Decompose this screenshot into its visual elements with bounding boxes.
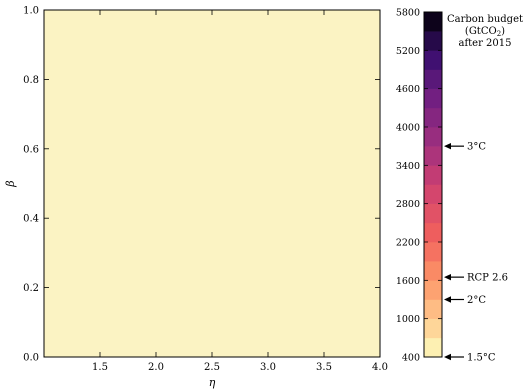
- colorbar-level: [424, 318, 442, 339]
- x-tick-label: 3.0: [260, 362, 276, 373]
- colorbar-level: [424, 299, 442, 319]
- x-tick-label: 3.5: [316, 362, 332, 373]
- y-axis-title: β: [4, 180, 17, 187]
- colorbar-level: [424, 31, 442, 51]
- annotation-label: 2°C: [467, 295, 486, 306]
- colorbar-title-line-1: Carbon budget: [447, 14, 523, 25]
- annotation-arrow-head: [444, 353, 451, 361]
- colorbar-title-subscript: 2: [497, 30, 501, 38]
- y-tick-label: 0.4: [23, 214, 39, 225]
- colorbar-level: [424, 146, 442, 166]
- colorbar-level: [424, 261, 442, 281]
- annotation-arrow-head: [444, 296, 451, 303]
- colorbar-level: [424, 88, 442, 109]
- colorbar-tick-label: 1600: [396, 276, 420, 287]
- colorbar-level: [424, 165, 442, 185]
- x-tick-label: 1.5: [92, 362, 108, 373]
- colorbar-title-line-2: (GtCO2): [465, 26, 505, 38]
- colorbar-tick-label: 5200: [396, 46, 420, 57]
- colorbar-tick-label: 400: [402, 353, 420, 364]
- annotation-label: 1.5°C: [467, 353, 496, 364]
- colorbar-frame: [423, 11, 443, 358]
- y-tick-label: 1.0: [23, 6, 39, 17]
- colorbar-tick-label: 2200: [396, 238, 420, 249]
- colorbar-tick-label: 1000: [396, 314, 420, 325]
- colorbar-level: [424, 242, 442, 262]
- x-tick-label: 4.0: [372, 362, 388, 373]
- y-tick-label: 0.8: [23, 75, 39, 86]
- colorbar-level: [424, 203, 442, 224]
- colorbar-tick-label: 3400: [396, 161, 420, 172]
- heatmap-field: [44, 10, 380, 357]
- annotation-label: RCP 2.6: [467, 273, 508, 284]
- colorbar-level: [424, 184, 442, 204]
- colorbar-level: [424, 222, 442, 243]
- x-tick-label: 2.0: [148, 362, 164, 373]
- x-axis-title: η: [209, 376, 216, 389]
- colorbar-title-unit-close: ): [501, 26, 505, 37]
- annotation-label: 3°C: [467, 142, 486, 153]
- colorbar-tick-label: 4600: [396, 84, 420, 95]
- annotation-arrow-head: [444, 142, 451, 150]
- colorbar: 400 1000 1600 2200 2800 3400 4000 4600 5200 5800 C…: [396, 8, 523, 364]
- colorbar-level: [424, 337, 442, 358]
- colorbar-title-unit: (GtCO: [465, 26, 497, 37]
- colorbar-level: [424, 280, 442, 300]
- heatmap-plot: 1.5 2.0 2.5 3.0 3.5 4.0 0.0 0.2 0.4 0.6 0.8 1.0 η β: [4, 6, 388, 390]
- plot-frame: [43, 9, 381, 358]
- colorbar-level: [424, 127, 442, 147]
- colorbar-tick-label: 2800: [396, 199, 420, 210]
- y-tick-label: 0.0: [23, 353, 39, 364]
- colorbar-tick-label: 5800: [396, 8, 420, 19]
- colorbar-tick-label: 4000: [396, 123, 420, 134]
- colorbar-level: [424, 12, 442, 32]
- y-tick-label: 0.2: [23, 283, 39, 294]
- colorbar-title-line-3: after 2015: [458, 38, 511, 49]
- colorbar-level: [424, 50, 442, 70]
- y-tick-label: 0.6: [23, 144, 39, 155]
- annotation-arrow-head: [444, 273, 451, 281]
- x-tick-label: 2.5: [204, 362, 220, 373]
- colorbar-level: [424, 107, 442, 128]
- colorbar-level: [424, 69, 442, 89]
